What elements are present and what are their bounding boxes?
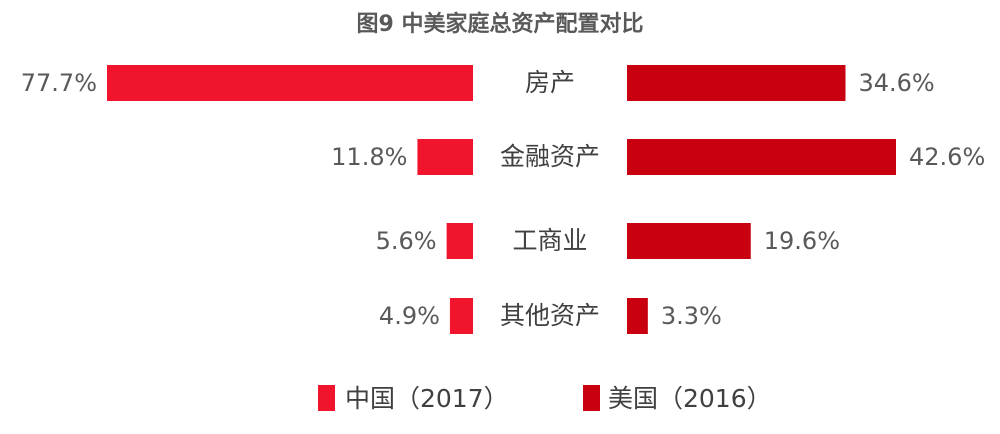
category-label-2: 工商业 xyxy=(512,226,587,255)
bar-us-3 xyxy=(627,298,648,334)
data-label-china-1: 11.8% xyxy=(331,143,407,171)
data-label-china-0: 77.7% xyxy=(21,69,97,97)
legend-swatch-china xyxy=(318,385,335,411)
bar-china-0 xyxy=(107,65,473,101)
bar-us-1 xyxy=(627,139,896,175)
bar-china-2 xyxy=(446,223,473,259)
legend-label-china: 中国（2017） xyxy=(345,384,509,413)
category-label-0: 房产 xyxy=(525,68,575,97)
data-label-us-2: 19.6% xyxy=(764,227,840,255)
chart-title: 图9 中美家庭总资产配置对比 xyxy=(356,12,644,37)
legend-swatch-us xyxy=(583,385,600,411)
data-label-us-3: 3.3% xyxy=(661,302,722,330)
data-label-us-0: 34.6% xyxy=(858,69,934,97)
bar-us-0 xyxy=(627,65,846,101)
data-label-china-3: 4.9% xyxy=(379,302,440,330)
legend-label-us: 美国（2016） xyxy=(608,384,772,413)
bar-china-1 xyxy=(417,139,473,175)
data-label-us-1: 42.6% xyxy=(909,143,985,171)
bar-china-3 xyxy=(449,298,473,334)
category-label-1: 金融资产 xyxy=(500,142,600,171)
data-label-china-2: 5.6% xyxy=(376,227,437,255)
bar-us-2 xyxy=(627,223,751,259)
category-label-3: 其他资产 xyxy=(500,301,600,330)
